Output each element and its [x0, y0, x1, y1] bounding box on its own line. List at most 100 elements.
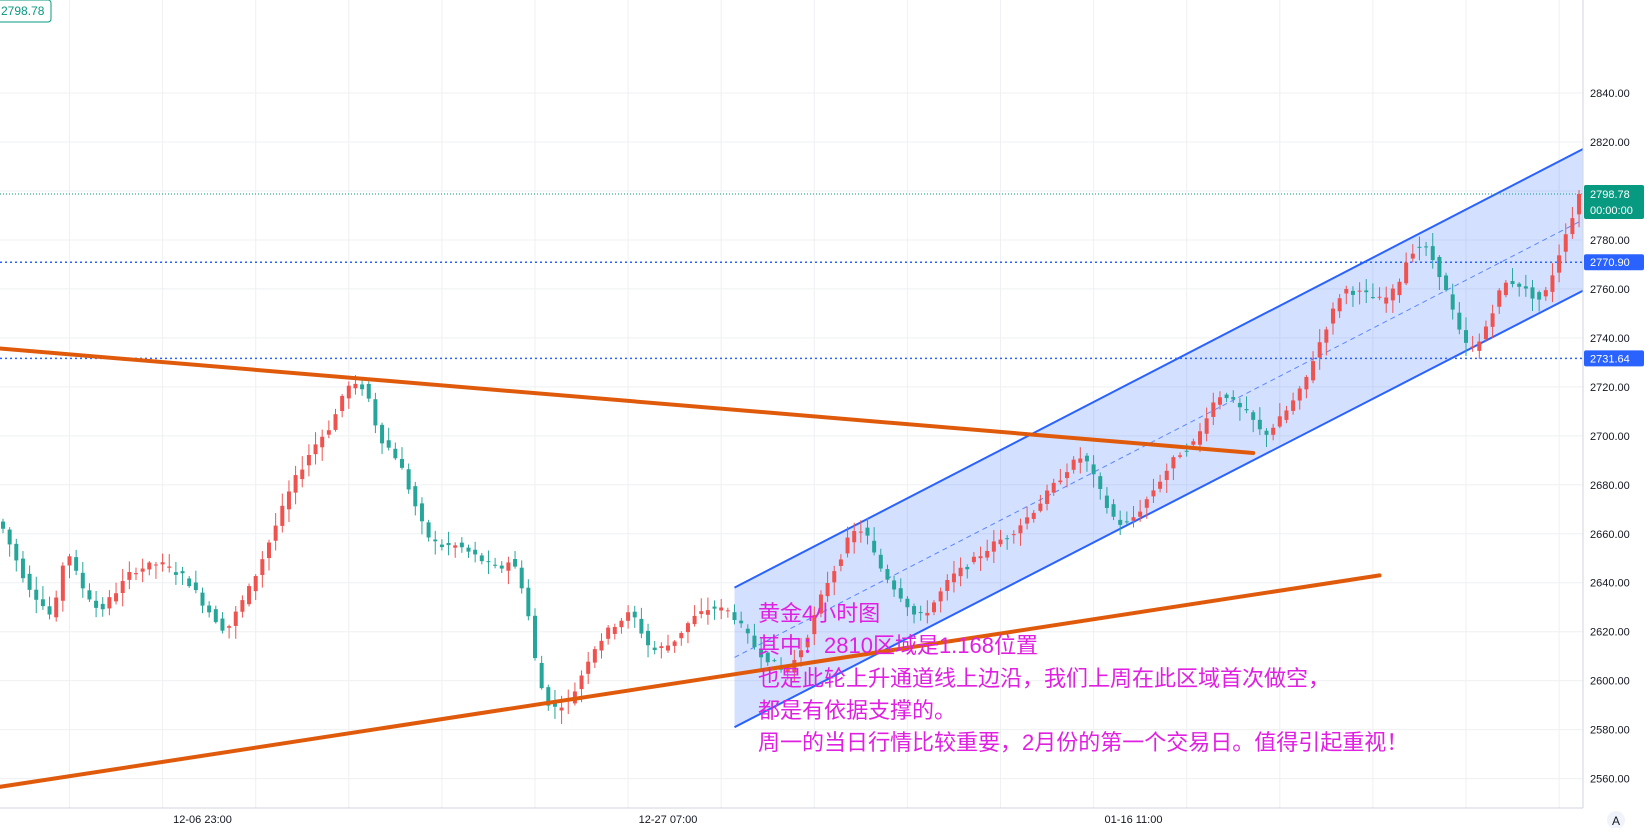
candle-body — [220, 619, 224, 631]
auto-scale-label[interactable]: A — [1612, 814, 1620, 828]
candle-body — [1092, 464, 1096, 474]
annotation-line-5: 周一的当日行情比较重要，2月份的第一个交易日。值得引起重视！ — [758, 730, 1408, 755]
candle-body — [1491, 313, 1495, 327]
candle-body — [1570, 218, 1574, 234]
candle-body — [1078, 459, 1082, 463]
candle-body — [1185, 451, 1189, 452]
candle-body — [1391, 289, 1395, 301]
candle-body — [427, 522, 431, 537]
candle-body — [1444, 275, 1448, 290]
candle-body — [1225, 395, 1229, 399]
time-axis-background — [0, 808, 1583, 828]
candle-body — [1537, 292, 1541, 299]
candle-body — [214, 609, 218, 622]
candle-body — [619, 621, 623, 627]
price-tick-label: 2700.00 — [1590, 431, 1630, 443]
candle-body — [1404, 263, 1408, 284]
candle-body — [367, 384, 371, 399]
candle-body — [87, 590, 91, 599]
candle-body — [1105, 496, 1109, 508]
candle-body — [919, 612, 923, 613]
candle-body — [925, 613, 929, 616]
candle-body — [1271, 428, 1275, 435]
candle-body — [240, 600, 244, 612]
candle-body — [373, 399, 377, 425]
candle-body — [493, 565, 497, 566]
price-tick-label: 2760.00 — [1590, 284, 1630, 296]
candle-body — [68, 556, 72, 565]
candle-body — [1524, 286, 1528, 288]
candle-body — [1118, 520, 1122, 525]
price-tick-label: 2840.00 — [1590, 88, 1630, 100]
candle-body — [1318, 342, 1322, 357]
candle-body — [407, 469, 411, 489]
candle-body — [127, 572, 131, 580]
candle-body — [872, 541, 876, 553]
candle-body — [885, 569, 889, 580]
candle-body — [1304, 377, 1308, 389]
candle-body — [1557, 255, 1561, 272]
candle-body — [945, 580, 949, 591]
candle-body — [600, 641, 604, 651]
candle-body — [500, 566, 504, 569]
candle-body — [14, 544, 18, 561]
candle-body — [899, 588, 903, 598]
candle-body — [194, 582, 198, 590]
candle-body — [54, 598, 58, 618]
candle-body — [859, 532, 863, 533]
candle-body — [1072, 460, 1076, 470]
candle-body — [147, 563, 151, 570]
candle-body — [1245, 409, 1249, 410]
candle-body — [480, 555, 484, 561]
candle-body — [1344, 289, 1348, 294]
candle-body — [686, 623, 690, 632]
candle-body — [1251, 412, 1255, 420]
candle-body — [912, 606, 916, 614]
candle-body — [1411, 254, 1415, 259]
candle-body — [187, 578, 191, 586]
candle-body — [1211, 402, 1215, 416]
candle-body — [1351, 291, 1355, 295]
candle-body — [1038, 504, 1042, 511]
candle-body — [1324, 329, 1328, 342]
candle-body — [1497, 290, 1501, 306]
price-badge: 2798.78 — [0, 0, 51, 22]
candle-body — [1132, 517, 1136, 521]
candle-body — [540, 663, 544, 688]
candle-body — [34, 590, 38, 600]
countdown-label: 00:00:00 — [1590, 205, 1633, 217]
candle-body — [593, 649, 597, 663]
candle-body — [1165, 471, 1169, 480]
candle-body — [167, 567, 171, 568]
candle-body — [41, 599, 45, 606]
price-axis[interactable]: 2560.002580.002600.002620.002640.002660.… — [1583, 0, 1649, 808]
candle-body — [959, 568, 963, 576]
candle-body — [1544, 290, 1548, 296]
candle-body — [1371, 297, 1375, 298]
level-tag-label: 2731.64 — [1590, 353, 1630, 365]
candle-body — [320, 437, 324, 447]
price-tick-label: 2640.00 — [1590, 578, 1630, 590]
candle-body — [1531, 287, 1535, 298]
price-tick-label: 2680.00 — [1590, 480, 1630, 492]
candle-body — [1338, 298, 1342, 311]
candle-body — [1125, 521, 1129, 522]
candle-body — [1171, 457, 1175, 468]
candle-body — [121, 581, 125, 593]
price-tick-label: 2740.00 — [1590, 333, 1630, 345]
candle-body — [939, 591, 943, 601]
candle-body — [1464, 330, 1468, 343]
candle-body — [201, 593, 205, 606]
candle-body — [247, 586, 251, 604]
candle-body — [1358, 291, 1362, 292]
last-price-label: 2798.78 — [1590, 189, 1630, 201]
candle-body — [746, 629, 750, 634]
candle-body — [486, 561, 490, 562]
candle-body — [181, 571, 185, 573]
candle-body — [533, 616, 537, 658]
candle-body — [639, 619, 643, 634]
candle-body — [832, 571, 836, 582]
candle-body — [1437, 257, 1441, 277]
